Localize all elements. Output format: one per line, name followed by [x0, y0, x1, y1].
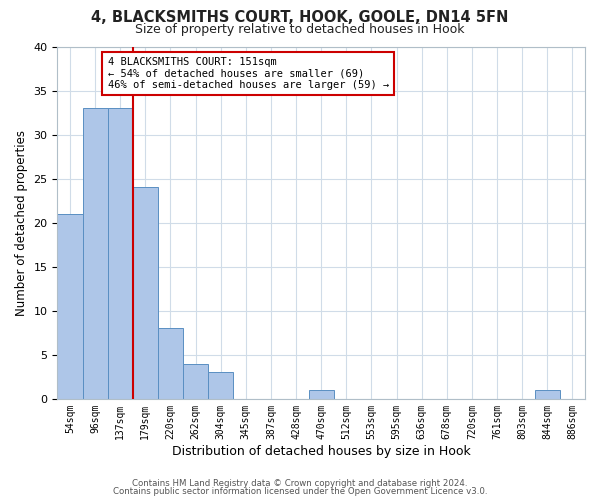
Bar — [58, 214, 83, 399]
Bar — [535, 390, 560, 399]
Bar — [208, 372, 233, 399]
Text: Size of property relative to detached houses in Hook: Size of property relative to detached ho… — [135, 22, 465, 36]
Bar — [308, 390, 334, 399]
Y-axis label: Number of detached properties: Number of detached properties — [15, 130, 28, 316]
Text: Contains public sector information licensed under the Open Government Licence v3: Contains public sector information licen… — [113, 487, 487, 496]
Bar — [183, 364, 208, 399]
Bar — [158, 328, 183, 399]
Bar — [107, 108, 133, 399]
Text: Contains HM Land Registry data © Crown copyright and database right 2024.: Contains HM Land Registry data © Crown c… — [132, 478, 468, 488]
Text: 4 BLACKSMITHS COURT: 151sqm
← 54% of detached houses are smaller (69)
46% of sem: 4 BLACKSMITHS COURT: 151sqm ← 54% of det… — [107, 57, 389, 90]
Bar — [133, 188, 158, 399]
X-axis label: Distribution of detached houses by size in Hook: Distribution of detached houses by size … — [172, 444, 470, 458]
Text: 4, BLACKSMITHS COURT, HOOK, GOOLE, DN14 5FN: 4, BLACKSMITHS COURT, HOOK, GOOLE, DN14 … — [91, 10, 509, 25]
Bar — [83, 108, 107, 399]
